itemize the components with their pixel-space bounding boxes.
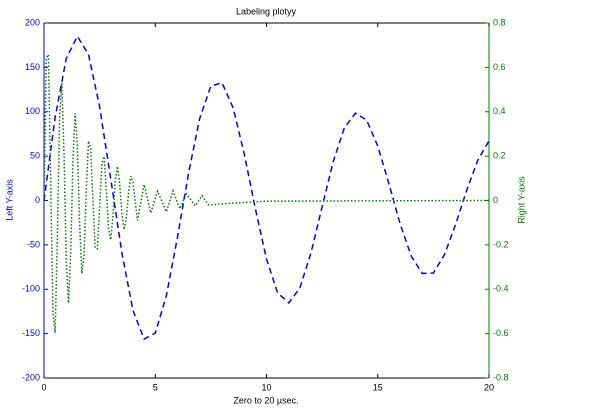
x-tick-label: 0 — [41, 382, 46, 392]
y-tick-label: 100 — [25, 106, 40, 116]
series-line — [43, 34, 490, 341]
x-tick-label: 20 — [484, 382, 494, 392]
y-tick-label: -100 — [22, 284, 40, 294]
y2-tick-label: 0 — [493, 195, 498, 205]
y2-axis-label: Right Y-axis — [516, 176, 526, 224]
y2-tick-label: 0.8 — [493, 17, 506, 27]
y2-tick-label: 0.4 — [493, 106, 506, 116]
y-tick-label: -50 — [27, 239, 40, 249]
y2-tick-label: -0.2 — [493, 239, 509, 249]
y-tick-label: 150 — [25, 62, 40, 72]
y-tick-label: -200 — [22, 372, 40, 382]
y2-tick-label: 0.6 — [493, 62, 506, 72]
y-tick-label: -150 — [22, 328, 40, 338]
y2-tick-label: 0.2 — [493, 151, 506, 161]
y2-tick-label: -0.6 — [493, 328, 509, 338]
y-tick-label: 50 — [30, 151, 40, 161]
x-tick-label: 15 — [373, 382, 383, 392]
x-tick-label: 5 — [153, 382, 158, 392]
series-line — [43, 51, 490, 334]
y-axis-label: Left Y-axis — [4, 179, 14, 221]
x-tick-label: 10 — [261, 382, 271, 392]
y-tick-label: 0 — [35, 195, 40, 205]
chart-title: Labeling plotyy — [236, 6, 297, 16]
y-tick-label: 200 — [25, 17, 40, 27]
y2-tick-label: -0.8 — [493, 372, 509, 382]
y2-tick-label: -0.4 — [493, 284, 509, 294]
x-axis-label: Zero to 20 µsec. — [233, 395, 298, 405]
